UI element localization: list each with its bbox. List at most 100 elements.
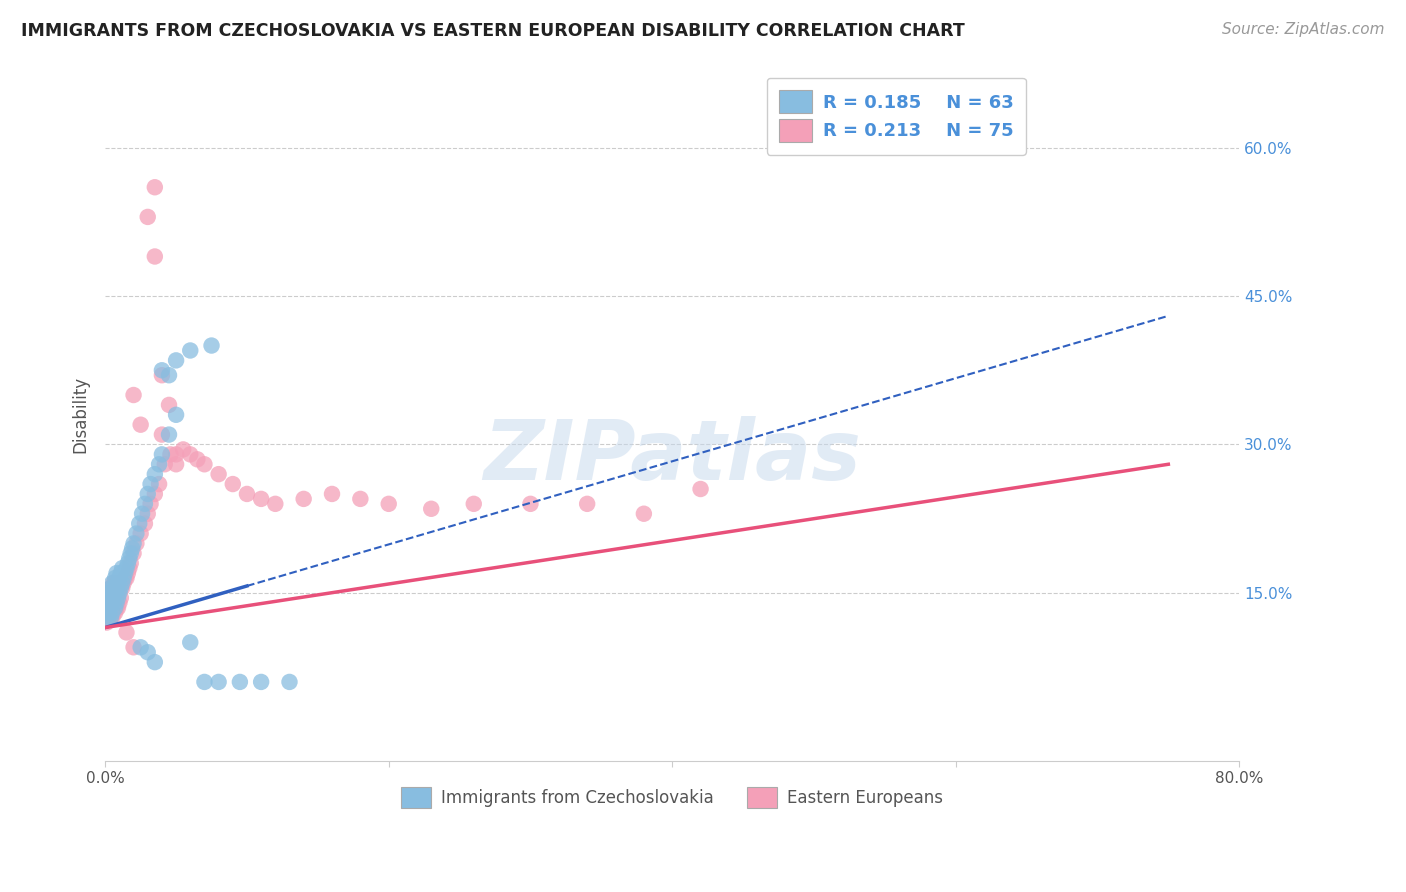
Point (97, 610, 120, 624)
Point (129, 417, 152, 432)
Point (193, 674, 215, 689)
Point (96, 600, 118, 615)
Point (110, 581, 132, 595)
Point (100, 581, 122, 595)
Point (104, 591, 127, 605)
Point (143, 487, 166, 501)
Point (157, 398, 180, 412)
Point (633, 507, 655, 521)
Point (97, 591, 120, 605)
Point (98, 606, 121, 620)
Point (103, 591, 125, 605)
Point (105, 566, 128, 580)
Point (100, 596, 122, 610)
Point (118, 551, 141, 566)
Point (104, 586, 127, 600)
Point (186, 452, 208, 467)
Point (105, 586, 128, 600)
Point (139, 497, 162, 511)
Point (103, 581, 125, 595)
Legend: Immigrants from Czechoslovakia, Eastern Europeans: Immigrants from Czechoslovakia, Eastern … (395, 780, 950, 815)
Point (134, 497, 156, 511)
Point (150, 368, 173, 383)
Point (110, 591, 132, 605)
Point (236, 487, 259, 501)
Point (150, 427, 173, 442)
Point (222, 477, 245, 491)
Point (97, 600, 120, 615)
Point (103, 596, 125, 610)
Point (128, 516, 150, 531)
Point (96, 606, 118, 620)
Point (101, 591, 124, 605)
Point (103, 606, 125, 620)
Point (96, 615, 118, 630)
Point (179, 447, 201, 461)
Point (97, 596, 120, 610)
Point (101, 606, 124, 620)
Point (159, 447, 181, 461)
Point (105, 600, 128, 615)
Point (104, 606, 127, 620)
Point (98, 586, 121, 600)
Point (108, 571, 131, 585)
Point (143, 467, 166, 482)
Point (104, 600, 127, 615)
Point (105, 596, 128, 610)
Point (101, 576, 124, 591)
Point (101, 581, 124, 595)
Point (101, 610, 124, 624)
Y-axis label: Disability: Disability (72, 376, 89, 453)
Point (143, 250, 166, 264)
Point (134, 516, 156, 531)
Point (150, 447, 173, 461)
Point (107, 600, 129, 615)
Point (292, 491, 315, 506)
Point (122, 388, 145, 402)
Point (165, 353, 187, 368)
Point (111, 561, 134, 575)
Point (114, 566, 136, 580)
Point (165, 408, 187, 422)
Point (103, 576, 125, 591)
Point (96, 606, 118, 620)
Point (112, 576, 135, 591)
Point (143, 180, 166, 194)
Point (98, 586, 121, 600)
Point (179, 635, 201, 649)
Point (157, 427, 180, 442)
Point (143, 655, 166, 669)
Point (110, 566, 132, 580)
Point (136, 645, 159, 659)
Point (207, 674, 229, 689)
Point (108, 596, 131, 610)
Point (136, 487, 159, 501)
Point (576, 497, 599, 511)
Point (100, 610, 122, 624)
Point (118, 561, 141, 575)
Point (122, 640, 145, 655)
Point (139, 477, 162, 491)
Point (193, 457, 215, 471)
Point (100, 596, 122, 610)
Point (122, 546, 145, 560)
Point (125, 526, 148, 541)
Point (122, 536, 145, 550)
Point (104, 571, 127, 585)
Text: Source: ZipAtlas.com: Source: ZipAtlas.com (1222, 22, 1385, 37)
Point (349, 491, 371, 506)
Point (250, 491, 273, 506)
Point (207, 467, 229, 482)
Point (321, 487, 343, 501)
Point (125, 536, 148, 550)
Point (136, 210, 159, 224)
Point (107, 591, 129, 605)
Point (111, 576, 134, 591)
Point (157, 368, 180, 383)
Point (200, 338, 222, 352)
Point (107, 576, 129, 591)
Point (117, 566, 139, 580)
Point (115, 625, 138, 640)
Point (165, 457, 187, 471)
Point (107, 586, 129, 600)
